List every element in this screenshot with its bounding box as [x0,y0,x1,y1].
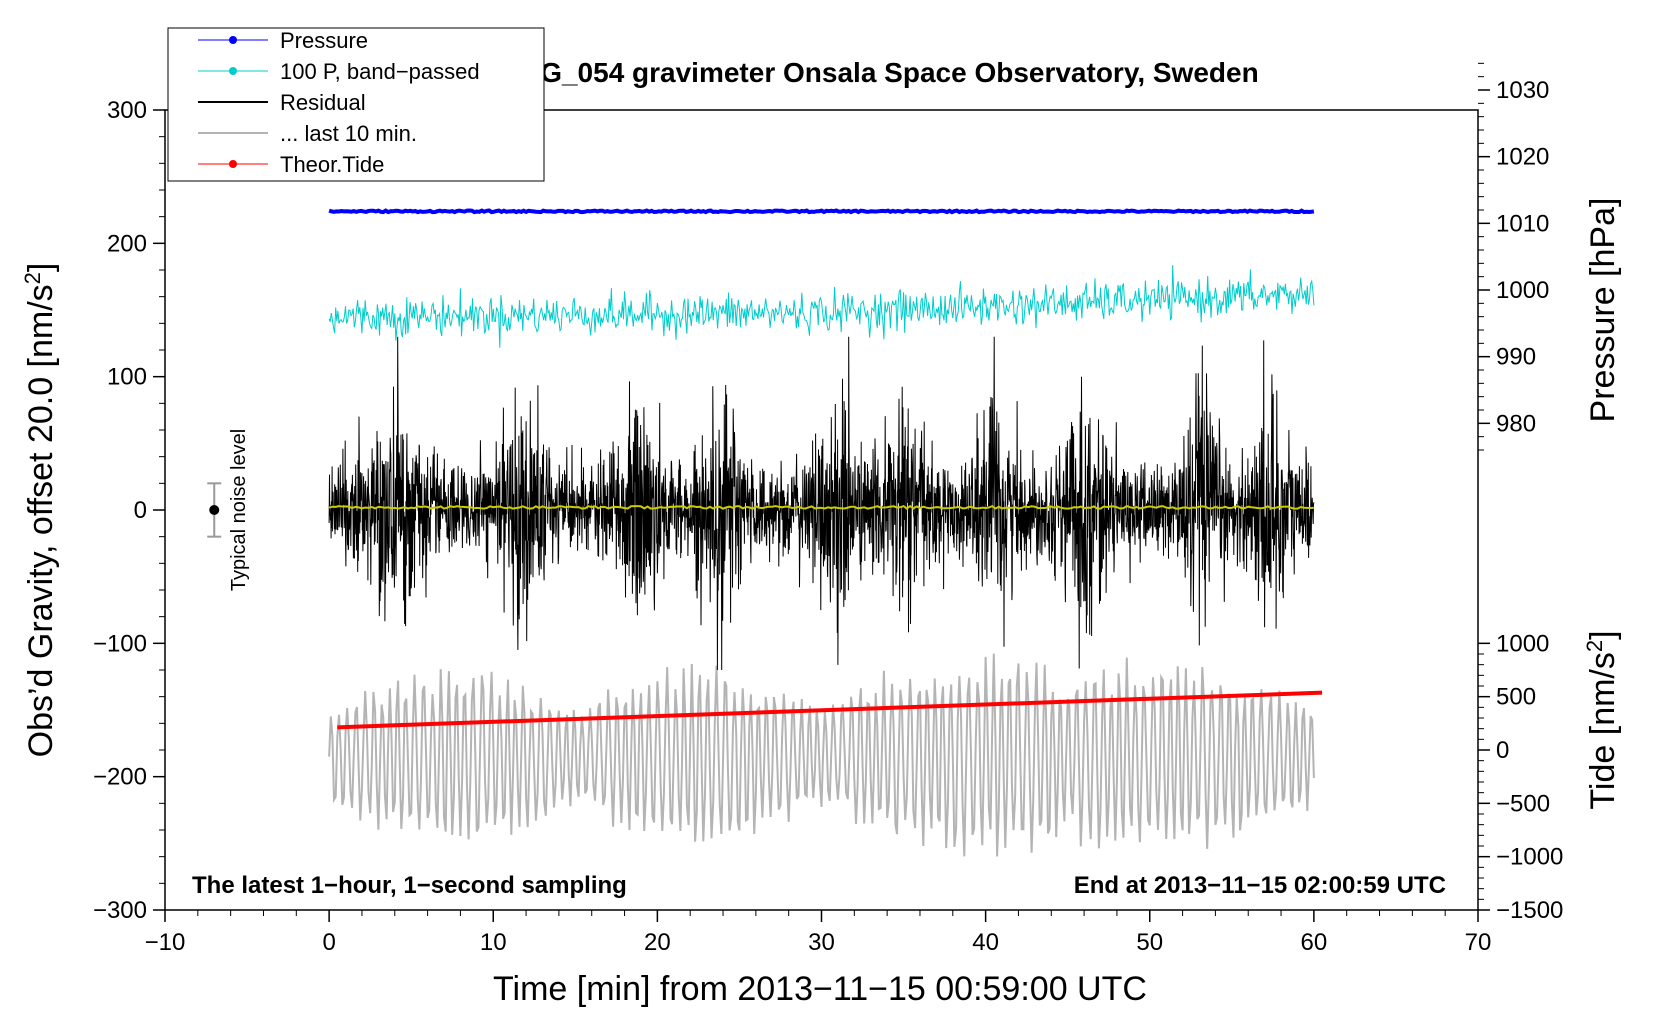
tide-tick-label: 1000 [1496,630,1549,657]
y-axis-title-main: Obs’d Gravity, offset 20.0 [nm/s [22,284,60,757]
tide-axis-title-end: ] [1584,630,1622,639]
x-axis-ticks: −10 0 10 20 30 40 50 60 70 [145,910,1492,956]
series-line-pressure [328,208,1315,215]
pressure-tick-label: 1020 [1496,144,1549,171]
x-axis-title: Time [min] from 2013−11−15 00:59:00 UTC [493,970,1147,1008]
tide-tick-label: 0 [1496,737,1509,764]
x-tick-label: 60 [1301,929,1328,956]
y-tick-label: 100 [107,364,147,391]
series-layer [328,208,1323,857]
y-tick-label: 200 [107,230,147,257]
pressure-tick-label: 1030 [1496,77,1549,104]
tide-axis-title-exp: 2 [1582,640,1607,652]
y-tick-label: −300 [93,897,147,924]
series-line-last-10-min [328,653,1315,857]
legend-label: ... last 10 min. [280,121,417,146]
series-line-band-passed [328,265,1315,348]
x-tick-label: 30 [808,929,835,956]
tide-tick-label: −1000 [1496,844,1563,871]
y-axis-ticks: −300 −200 −100 0 100 200 300 [93,97,165,924]
noise-level-indicator [207,482,222,538]
x-tick-label: 50 [1136,929,1163,956]
legend-swatch-marker [229,67,237,75]
y-tick-label: −100 [93,630,147,657]
tide-axis-title: Tide [nm/s2] [1582,630,1622,809]
x-tick-label: −10 [145,929,186,956]
y-axis-title-end: ] [22,263,60,272]
y-tick-label: −200 [93,764,147,791]
tide-tick-label: −500 [1496,790,1550,817]
series-line-theor-tide [337,690,1323,730]
legend-swatch-marker [229,36,237,44]
tide-axis-ticks: −1500 −1000 −500 0 500 1000 [1478,630,1563,924]
tide-tick-label: −1500 [1496,897,1563,924]
x-tick-label: 70 [1465,929,1492,956]
pressure-axis-ticks: 980 990 1000 1010 1020 1030 [1478,62,1549,451]
y-axis-title: Obs’d Gravity, offset 20.0 [nm/s2] [20,263,60,758]
pressure-tick-label: 1010 [1496,210,1549,237]
noise-level-label: Typical noise level [228,429,250,591]
noise-bar-center-dot [209,505,220,515]
tide-axis-title-main: Tide [nm/s [1584,652,1622,809]
pressure-tick-label: 1000 [1496,277,1549,304]
pressure-axis-title: Pressure [hPa] [1584,198,1622,423]
legend-label: Theor.Tide [280,152,384,177]
pressure-tick-label: 980 [1496,410,1536,437]
legend-label: Residual [280,90,366,115]
legend-box [167,27,545,182]
legend: Pressure 100 P, band−passed Residual ... la… [167,27,545,182]
annotation-sampling: The latest 1−hour, 1−second sampling [192,872,627,899]
legend-swatch-marker [229,160,237,168]
legend-label: Pressure [280,28,368,53]
y-axis-title-exp: 2 [20,272,45,284]
tide-tick-label: 500 [1496,684,1536,711]
chart-title: SCG_054 gravimeter Onsala Space Observat… [501,57,1258,88]
x-tick-label: 40 [972,929,999,956]
y-tick-label: 300 [107,97,147,124]
series-line-residual-mean [328,504,1314,510]
annotation-end-time: End at 2013−11−15 02:00:59 UTC [1074,872,1446,899]
series-line-residual [328,336,1315,671]
x-tick-label: 0 [322,929,335,956]
pressure-tick-label: 990 [1496,344,1536,371]
x-tick-label: 20 [644,929,671,956]
y-tick-label: 0 [134,497,147,524]
legend-label: 100 P, band−passed [280,59,480,84]
x-tick-label: 10 [480,929,507,956]
